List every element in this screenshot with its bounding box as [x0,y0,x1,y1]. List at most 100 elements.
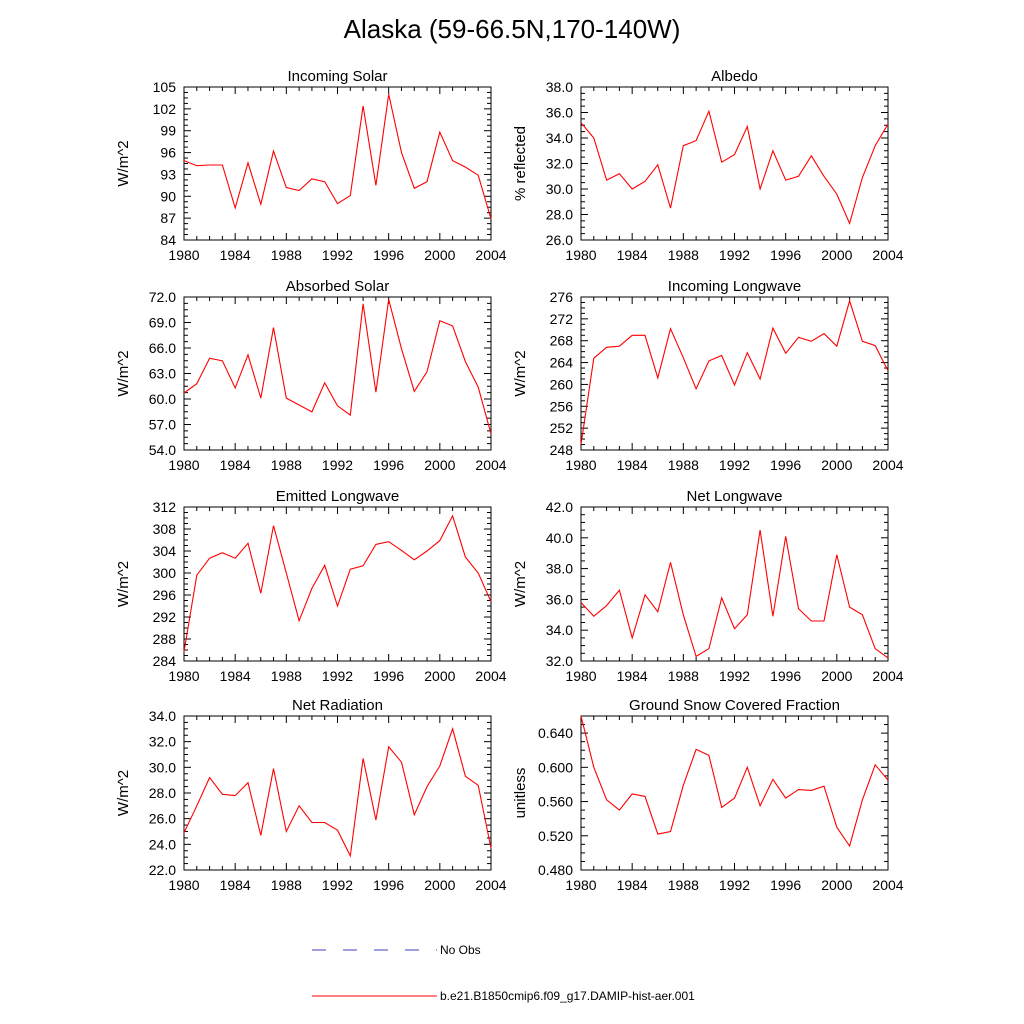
y-tick-label: 304 [153,543,177,559]
y-tick-label: 272 [550,311,574,327]
chart-title: Ground Snow Covered Fraction [629,697,840,714]
y-tick-label: 38.0 [546,79,573,95]
x-tick-label: 1992 [719,457,750,473]
series-line [580,298,889,445]
x-tick-label: 1980 [565,457,596,473]
x-tick-label: 1992 [322,668,353,684]
x-tick-label: 1988 [271,457,302,473]
y-tick-label: 276 [550,289,574,305]
x-tick-label: 2000 [424,247,455,263]
chart-title: Incoming Longwave [668,278,801,295]
x-tick-label: 1984 [617,668,648,684]
y-tick-label: 28.0 [149,785,176,801]
x-tick-label: 1988 [271,668,302,684]
y-tick-label: 260 [550,376,574,392]
y-tick-label: 22.0 [149,862,176,878]
x-tick-label: 1980 [565,668,596,684]
y-tick-label: 26.0 [546,232,573,248]
legend-label: b.e21.B1850cmip6.f09_g17.DAMIP-hist-aer.… [440,989,695,1003]
x-tick-label: 1980 [168,457,199,473]
series-line [183,94,492,220]
y-tick-label: 34.0 [546,130,573,146]
x-tick-label: 1984 [220,668,251,684]
chart-title: Emitted Longwave [276,488,399,505]
x-tick-label: 1992 [322,247,353,263]
y-tick-label: 0.560 [538,794,573,810]
y-tick-label: 268 [550,333,574,349]
chart-panel: Absorbed Solar W/m^2 1980 1984 1988 1992 1996 2… [115,278,507,473]
x-tick-label: 2004 [872,877,903,893]
y-tick-label: 57.0 [149,417,176,433]
y-axis-label: W/m^2 [512,350,529,396]
y-tick-label: 102 [153,101,177,117]
x-tick-label: 2004 [475,457,506,473]
chart-panel: Incoming Solar W/m^2 1980 1984 1988 1992 1996 2… [115,68,507,263]
y-axis-label: W/m^2 [115,350,132,396]
y-axis-label: unitless [512,768,529,819]
plot-frame [580,506,889,662]
x-tick-label: 1988 [271,877,302,893]
x-tick-label: 2000 [424,668,455,684]
y-tick-label: 296 [153,587,177,603]
y-tick-label: 84 [160,232,176,248]
x-tick-label: 2004 [872,668,903,684]
y-tick-label: 0.480 [538,862,573,878]
x-tick-label: 1984 [617,457,648,473]
chart-panel: Albedo % reflected 1980 1984 1988 1992 1996 200… [512,68,904,263]
x-tick-label: 1992 [719,247,750,263]
series-line [580,109,889,226]
y-tick-label: 0.520 [538,828,573,844]
x-tick-label: 1996 [770,247,801,263]
x-tick-label: 1996 [770,457,801,473]
series-line [580,715,889,848]
plot-frame [580,715,889,871]
y-tick-label: 40.0 [546,530,573,546]
y-tick-label: 292 [153,609,177,625]
x-tick-label: 1984 [617,247,648,263]
y-tick-label: 90 [160,188,176,204]
y-tick-label: 87 [160,210,176,226]
y-tick-label: 34.0 [546,622,573,638]
chart-title: Net Longwave [687,488,783,505]
chart-panel: Incoming Longwave W/m^2 1980 1984 1988 1992 19… [512,278,904,473]
x-tick-label: 1992 [719,877,750,893]
chart-title: Albedo [711,68,758,85]
series-line [183,726,492,858]
x-tick-label: 1992 [719,668,750,684]
y-tick-label: 69.0 [149,315,176,331]
x-tick-label: 1980 [565,877,596,893]
x-tick-label: 1996 [373,457,404,473]
chart-title: Incoming Solar [287,68,387,85]
x-tick-label: 1996 [373,668,404,684]
y-tick-label: 96 [160,145,176,161]
x-tick-label: 1980 [565,247,596,263]
x-tick-label: 1980 [168,877,199,893]
y-tick-label: 32.0 [149,734,176,750]
y-tick-label: 0.640 [538,725,573,741]
y-tick-label: 248 [550,442,574,458]
y-tick-label: 26.0 [149,811,176,827]
x-tick-label: 1988 [668,668,699,684]
x-tick-label: 1988 [271,247,302,263]
y-tick-label: 36.0 [546,591,573,607]
y-tick-label: 312 [153,499,177,515]
y-axis-label: % reflected [512,126,529,201]
plot-frame [580,86,889,241]
x-tick-label: 1984 [220,247,251,263]
y-tick-label: 32.0 [546,156,573,172]
y-tick-label: 36.0 [546,105,573,121]
y-tick-label: 252 [550,420,574,436]
x-tick-label: 2000 [821,247,852,263]
y-axis-label: W/m^2 [115,561,132,607]
chart-panel: Emitted Longwave W/m^2 1980 1984 1988 1992 199… [115,488,507,684]
x-tick-label: 1984 [220,877,251,893]
series-line [183,299,492,435]
x-tick-label: 2000 [424,877,455,893]
y-tick-label: 38.0 [546,561,573,577]
x-tick-label: 1988 [668,247,699,263]
x-tick-label: 1992 [322,877,353,893]
y-tick-label: 42.0 [546,499,573,515]
x-tick-label: 2000 [821,457,852,473]
y-tick-label: 28.0 [546,207,573,223]
